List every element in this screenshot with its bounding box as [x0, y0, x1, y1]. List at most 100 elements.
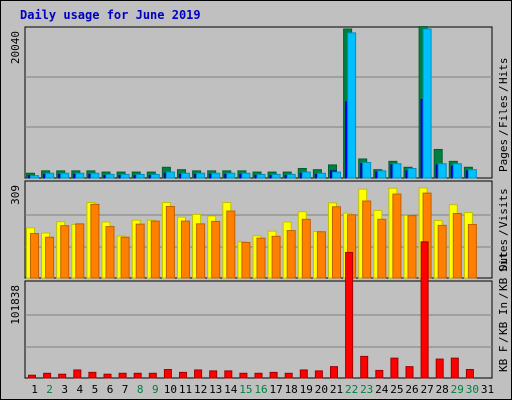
bar	[299, 369, 308, 379]
bar	[301, 171, 311, 179]
day-label: 1	[31, 383, 38, 396]
bar	[118, 372, 127, 379]
bar	[75, 172, 85, 179]
bar	[269, 371, 278, 379]
day-label: 10	[164, 383, 177, 396]
bar	[437, 224, 447, 279]
bar	[375, 369, 384, 379]
legend-separator: /	[497, 129, 510, 136]
bar	[165, 171, 175, 179]
day-label: 2	[46, 383, 53, 396]
bar	[226, 210, 236, 279]
bar	[196, 223, 206, 279]
bar	[241, 241, 251, 279]
day-label: 23	[360, 383, 373, 396]
day-label: 30	[466, 383, 479, 396]
day-label: 31	[481, 383, 494, 396]
bar	[314, 370, 323, 379]
day-label: 27	[420, 383, 433, 396]
bar	[256, 237, 266, 279]
bar	[30, 233, 39, 279]
bar	[284, 372, 293, 379]
panel-hits-files-pages	[24, 26, 493, 179]
day-label: 7	[122, 383, 129, 396]
day-label: 12	[194, 383, 207, 396]
bar	[345, 251, 354, 379]
bar	[465, 369, 474, 379]
bar	[407, 167, 417, 179]
y-max-label: 309	[9, 185, 22, 205]
legend-separator: /	[497, 292, 510, 299]
day-label: 25	[390, 383, 403, 396]
day-label: 29	[451, 383, 464, 396]
bar	[254, 372, 263, 379]
day-label: 26	[405, 383, 418, 396]
bar	[45, 236, 55, 279]
bar	[135, 223, 145, 279]
bar	[467, 223, 477, 279]
bar	[407, 215, 417, 279]
bar	[405, 366, 414, 379]
bar	[73, 369, 82, 379]
bar	[377, 170, 387, 179]
bar	[316, 172, 326, 179]
bar	[377, 218, 387, 279]
legend-entry: KB F	[497, 346, 510, 373]
legend-separator: /	[497, 229, 510, 236]
bar	[150, 173, 160, 179]
day-label: 21	[330, 383, 343, 396]
bar	[163, 369, 172, 379]
bar	[226, 172, 236, 179]
bar	[88, 371, 97, 379]
bar	[165, 206, 175, 279]
bar	[181, 172, 190, 179]
bar	[181, 220, 190, 279]
bar	[360, 355, 369, 379]
bar	[30, 175, 39, 179]
bar	[90, 203, 100, 279]
bar	[301, 218, 311, 279]
day-label: 11	[179, 383, 192, 396]
bar	[330, 366, 338, 379]
day-label: 17	[269, 383, 282, 396]
legend-entry: KB In	[497, 302, 510, 335]
bar	[60, 225, 70, 279]
bar	[133, 372, 142, 379]
bar	[150, 220, 160, 279]
bar	[422, 28, 432, 179]
day-label: 28	[436, 383, 449, 396]
day-label: 20	[315, 383, 328, 396]
bar	[241, 172, 251, 179]
bar	[60, 172, 70, 179]
bar	[286, 230, 296, 279]
y-max-label: 101838	[9, 285, 22, 325]
legend-entry: Hits	[497, 58, 510, 85]
day-label: 19	[300, 383, 313, 396]
day-label: 18	[285, 383, 298, 396]
bar	[90, 172, 100, 179]
bar	[271, 173, 281, 179]
day-label: 15	[239, 383, 252, 396]
bar	[105, 226, 115, 279]
bar	[392, 163, 402, 179]
bar	[362, 162, 372, 179]
day-label: 4	[76, 383, 83, 396]
day-label: 14	[224, 383, 238, 396]
legend-entry: Visits	[497, 188, 510, 228]
day-label: 24	[375, 383, 389, 396]
bar	[332, 206, 341, 279]
bar	[179, 371, 187, 379]
day-label: 16	[254, 383, 267, 396]
bar	[437, 163, 447, 179]
day-label: 6	[107, 383, 114, 396]
bar	[105, 173, 115, 179]
bar	[420, 241, 429, 379]
legend-entry: KB Out	[497, 251, 510, 291]
legend-entry: Sites	[497, 239, 510, 272]
bar	[286, 173, 296, 179]
bar	[43, 372, 52, 379]
bar	[211, 172, 221, 179]
bar	[135, 173, 145, 179]
bar	[452, 163, 462, 179]
